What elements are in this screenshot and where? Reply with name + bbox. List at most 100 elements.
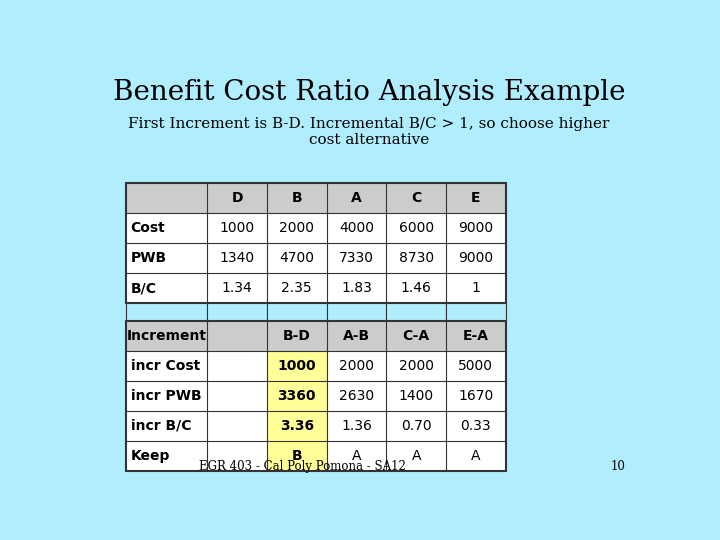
Bar (387, 381, 446, 411)
Bar (446, 213, 505, 243)
Bar (126, 321, 207, 351)
Text: 10: 10 (611, 460, 626, 473)
Bar (207, 273, 267, 303)
Text: Cost: Cost (131, 221, 166, 235)
Text: 1.34: 1.34 (222, 281, 253, 295)
Text: 2.35: 2.35 (282, 281, 312, 295)
Bar (387, 303, 446, 321)
Bar (387, 183, 446, 213)
Bar (267, 243, 327, 273)
Text: 2000: 2000 (279, 221, 314, 235)
Bar (327, 303, 387, 321)
Text: 2000: 2000 (339, 359, 374, 373)
Text: 3.36: 3.36 (279, 419, 314, 433)
Bar (126, 213, 207, 243)
Text: 1000: 1000 (277, 359, 316, 373)
Text: A-B: A-B (343, 329, 370, 343)
Bar (207, 381, 267, 411)
Bar (446, 321, 505, 351)
Text: 2000: 2000 (399, 359, 433, 373)
Bar (387, 213, 446, 243)
Text: 4000: 4000 (339, 221, 374, 235)
Bar (126, 243, 207, 273)
Bar (446, 381, 505, 411)
Bar (207, 243, 267, 273)
Text: 5000: 5000 (459, 359, 493, 373)
Bar (267, 321, 327, 351)
Text: 1.46: 1.46 (401, 281, 431, 295)
Text: A: A (351, 449, 361, 463)
Bar (267, 381, 327, 411)
Bar (446, 243, 505, 273)
Text: 1670: 1670 (458, 389, 493, 403)
Bar (126, 273, 207, 303)
Text: C-A: C-A (402, 329, 430, 343)
Text: PWB: PWB (131, 251, 167, 265)
Text: 6000: 6000 (399, 221, 433, 235)
Text: B/C: B/C (131, 281, 157, 295)
Text: incr B/C: incr B/C (131, 419, 192, 433)
Bar (327, 351, 387, 381)
Text: 1400: 1400 (399, 389, 433, 403)
Bar (446, 441, 505, 471)
Text: 9000: 9000 (459, 221, 493, 235)
Bar (126, 321, 505, 471)
Bar (327, 381, 387, 411)
Text: B: B (292, 191, 302, 205)
Text: 1.36: 1.36 (341, 419, 372, 433)
Bar (126, 303, 207, 321)
Bar (207, 303, 267, 321)
Text: Benefit Cost Ratio Analysis Example: Benefit Cost Ratio Analysis Example (113, 79, 625, 106)
Text: 0.70: 0.70 (401, 419, 431, 433)
Text: 9000: 9000 (459, 251, 493, 265)
Bar (446, 183, 505, 213)
Text: 1000: 1000 (220, 221, 255, 235)
Bar (387, 411, 446, 441)
Bar (446, 273, 505, 303)
Bar (207, 441, 267, 471)
Bar (267, 303, 327, 321)
Bar (327, 213, 387, 243)
Bar (207, 351, 267, 381)
Text: E-A: E-A (463, 329, 489, 343)
Bar (327, 273, 387, 303)
Text: 1: 1 (472, 281, 480, 295)
Bar (327, 411, 387, 441)
Bar (446, 411, 505, 441)
Text: First Increment is B-D. Incremental B/C > 1, so choose higher
cost alternative: First Increment is B-D. Incremental B/C … (128, 117, 610, 147)
Text: A: A (471, 449, 481, 463)
Bar (207, 183, 267, 213)
Bar (387, 273, 446, 303)
Bar (327, 441, 387, 471)
Text: Increment: Increment (127, 329, 207, 343)
Text: A: A (411, 449, 421, 463)
Text: B: B (292, 449, 302, 463)
Text: 4700: 4700 (279, 251, 314, 265)
Bar (126, 183, 505, 303)
Text: 1.83: 1.83 (341, 281, 372, 295)
Text: Keep: Keep (131, 449, 170, 463)
Text: incr Cost: incr Cost (131, 359, 200, 373)
Bar (387, 243, 446, 273)
Bar (267, 213, 327, 243)
Bar (267, 351, 327, 381)
Bar (126, 183, 207, 213)
Text: 1340: 1340 (220, 251, 255, 265)
Bar (327, 183, 387, 213)
Bar (327, 243, 387, 273)
Bar (446, 351, 505, 381)
Text: 7330: 7330 (339, 251, 374, 265)
Bar (126, 381, 207, 411)
Bar (126, 351, 207, 381)
Text: E: E (471, 191, 481, 205)
Text: C: C (411, 191, 421, 205)
Bar (387, 351, 446, 381)
Bar (387, 441, 446, 471)
Text: 3360: 3360 (277, 389, 316, 403)
Bar (387, 321, 446, 351)
Bar (267, 273, 327, 303)
Bar (126, 441, 207, 471)
Bar (327, 321, 387, 351)
Bar (207, 411, 267, 441)
Text: A: A (351, 191, 362, 205)
